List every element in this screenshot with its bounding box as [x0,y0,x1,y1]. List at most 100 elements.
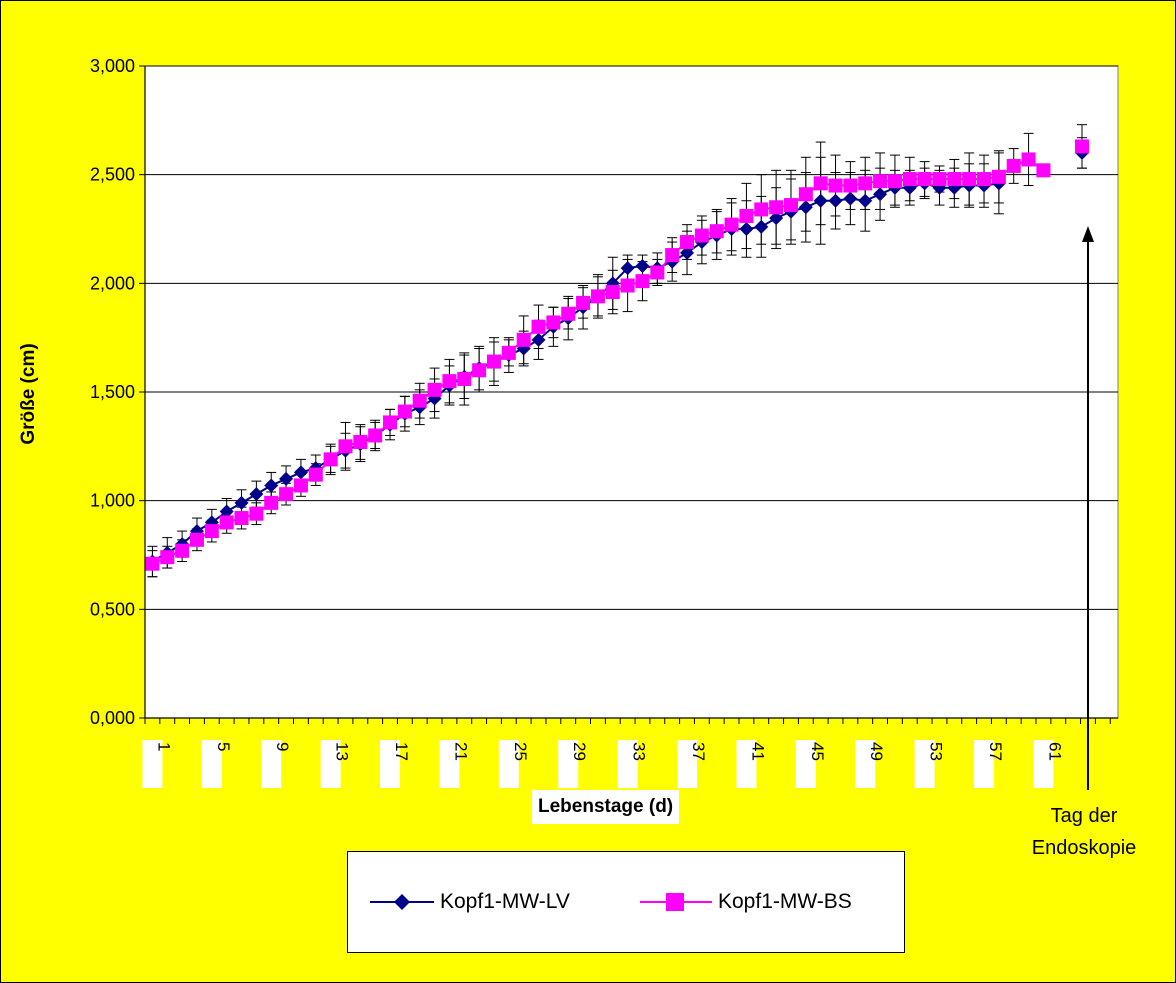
marker-bs [917,172,932,187]
x-tick-label: 33 [630,742,649,761]
y-tick-label: 1,500 [90,382,135,402]
marker-bs [873,174,888,189]
marker-bs [160,550,175,565]
square-marker-icon [640,893,712,911]
marker-bs [902,172,917,187]
marker-bs [219,515,234,530]
marker-lv [769,211,784,226]
marker-bs [293,478,308,493]
marker-bs [308,467,323,482]
marker-lv [828,193,843,208]
marker-lv [635,258,650,273]
marker-lv [798,200,813,215]
legend: Kopf1-MW-LV Kopf1-MW-BS [347,851,905,953]
marker-bs [709,224,724,239]
legend-label-lv: Kopf1-MW-LV [440,890,570,913]
marker-lv [843,191,858,206]
marker-bs [501,345,516,360]
x-tick-label: 17 [392,742,411,761]
marker-bs [783,198,798,213]
marker-bs [605,285,620,300]
marker-bs [724,217,739,232]
x-tick-label: 1 [154,742,173,751]
marker-lv [813,193,828,208]
marker-bs [680,235,695,250]
marker-bs [249,506,264,521]
y-tick-label: 3,000 [90,56,135,76]
x-tick-label: 45 [808,742,827,761]
endoscopy-annotation: Tag der Endoskopie [994,800,1174,864]
marker-lv [739,222,754,236]
marker-bs [828,178,843,193]
marker-bs [561,306,576,321]
marker-lv [293,465,308,480]
y-tick-label: 0,500 [90,599,135,619]
x-tick-label: 9 [273,742,292,751]
marker-bs [813,176,828,191]
marker-bs [843,178,858,193]
marker-bs [516,332,531,347]
x-tick-label-bg [974,740,995,788]
marker-bs [665,248,680,263]
annotation-line-2: Endoskopie [1031,837,1137,859]
series-line-lv [151,182,1000,563]
y-tick-label: 2,500 [90,165,135,185]
marker-lv [531,332,546,347]
marker-bs [1036,163,1051,178]
marker-bs [383,415,398,430]
marker-bs [397,404,412,419]
x-tick-label: 53 [927,742,946,761]
marker-bs [739,208,754,223]
marker-lv [234,495,249,510]
marker-lv [249,487,264,502]
x-tick-label: 13 [333,742,352,761]
x-tick-label-bg [261,740,282,788]
marker-lv [620,261,635,276]
x-tick-label-bg [201,740,222,788]
x-tick-label: 21 [451,742,470,761]
marker-bs [769,200,784,215]
marker-bs [947,172,962,187]
marker-bs [694,228,709,243]
marker-bs [590,289,605,304]
marker-bs [887,174,902,189]
marker-bs [977,172,992,187]
x-tick-label-bg [855,740,876,788]
y-tick-label: 2,000 [90,273,135,293]
x-tick-label: 41 [748,742,767,761]
marker-bs [531,319,546,334]
marker-bs [442,374,457,389]
x-tick-label: 57 [986,742,1005,761]
x-tick-label-bg [736,740,757,788]
marker-bs [427,382,442,397]
marker-bs [338,439,353,454]
x-tick-label-bg [320,740,341,788]
legend-item-lv: Kopf1-MW-LV [370,884,570,920]
y-tick-label: 1,000 [90,491,135,511]
legend-label-bs: Kopf1-MW-BS [718,890,852,913]
marker-lv [264,478,279,493]
marker-bs [457,371,472,386]
marker-bs [175,543,190,558]
x-axis-label: Lebenstage (d) [532,790,680,824]
x-tick-label: 37 [689,742,708,761]
marker-lv [219,504,234,519]
marker-bs [353,434,368,449]
x-tick-label: 29 [570,742,589,761]
marker-bs [754,202,769,217]
x-tick-label: 49 [867,742,886,761]
marker-bs [412,393,427,408]
marker-bs [234,511,249,526]
marker-bs [264,495,279,510]
y-axis-label: Größe (cm) [18,343,39,444]
marker-bs [1006,158,1021,173]
x-tick-label: 5 [214,742,233,751]
marker-bs [546,315,561,330]
marker-lv [680,245,695,260]
marker-lv [858,193,873,208]
x-tick-label-bg [795,740,816,788]
marker-lv [279,471,294,486]
marker-lv [754,219,769,234]
marker-bs [576,295,591,310]
